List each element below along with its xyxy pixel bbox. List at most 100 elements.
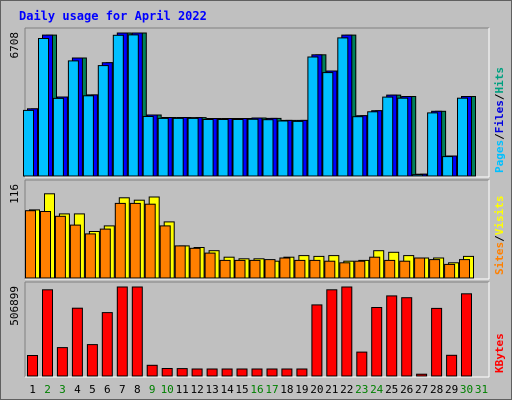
bar-sites-11 xyxy=(174,245,186,279)
bar-kbytes-6 xyxy=(101,312,113,377)
bar-sites-15 xyxy=(234,259,246,279)
bar-kbytes-2 xyxy=(42,289,53,377)
legend-entry: KBytes xyxy=(493,333,506,373)
x-tick-label: 4 xyxy=(74,383,81,396)
bar-pages-15 xyxy=(232,119,244,177)
bar-kbytes-14 xyxy=(221,368,233,377)
x-tick-label: 3 xyxy=(59,383,66,396)
bar-kbytes-15 xyxy=(236,368,248,377)
bar-sites-30 xyxy=(459,259,470,279)
bar-pages-5 xyxy=(82,95,94,177)
bar-kbytes-17 xyxy=(266,368,278,377)
bar-kbytes-11 xyxy=(176,368,188,377)
bar-pages-21 xyxy=(322,72,334,177)
bar-kbytes-4 xyxy=(71,307,83,377)
bar-sites-17 xyxy=(264,259,276,279)
bar-pages-14 xyxy=(217,119,229,177)
bar-pages-1 xyxy=(23,109,34,177)
bar-kbytes-18 xyxy=(281,368,293,377)
bar-sites-25 xyxy=(384,259,396,279)
x-tick-label: 6 xyxy=(104,383,111,396)
bar-pages-7 xyxy=(112,34,124,177)
chart-panels: 6708Pages/Files/Hits116Sites/Visits50689… xyxy=(8,27,506,378)
bar-kbytes-5 xyxy=(86,344,98,377)
bar-pages-28 xyxy=(427,112,439,177)
bar-kbytes-10 xyxy=(161,368,173,377)
bar-sites-27 xyxy=(414,257,426,279)
legend-entry: / xyxy=(493,93,506,100)
bar-sites-8 xyxy=(129,202,141,279)
bar-sites-29 xyxy=(444,263,456,279)
bar-sites-21 xyxy=(324,260,336,279)
x-tick-label: 15 xyxy=(235,383,248,396)
bar-kbytes-20 xyxy=(311,304,323,377)
bar-sites-2 xyxy=(40,211,51,279)
x-tick-label: 31 xyxy=(475,383,488,396)
bar-pages-3 xyxy=(52,97,64,177)
x-tick-label: 25 xyxy=(385,383,398,396)
panel-kbytes: 506899 KBytes xyxy=(8,281,506,378)
bar-sites-28 xyxy=(429,259,441,279)
bar-kbytes-21 xyxy=(326,289,338,377)
x-tick-label: 23 xyxy=(355,383,368,396)
bar-pages-23 xyxy=(352,116,364,177)
x-tick-label: 2 xyxy=(44,383,51,396)
bar-sites-12 xyxy=(189,247,201,279)
bar-pages-9 xyxy=(142,116,154,177)
x-tick-label: 20 xyxy=(310,383,323,396)
bar-kbytes-26 xyxy=(401,297,413,377)
x-tick-label: 26 xyxy=(400,383,413,396)
bar-sites-7 xyxy=(114,202,126,279)
x-tick-label: 19 xyxy=(295,383,308,396)
bar-kbytes-13 xyxy=(206,368,218,377)
legend-entry: Hits xyxy=(493,67,506,94)
bar-sites-22 xyxy=(339,262,351,279)
legend-entry: / xyxy=(493,235,506,242)
bar-pages-22 xyxy=(337,37,349,177)
bar-pages-27 xyxy=(412,174,424,177)
x-tick-label: 1 xyxy=(29,383,36,396)
bar-sites-10 xyxy=(159,225,171,279)
legend-entry: Visits xyxy=(493,196,506,236)
panel-legend: KBytes xyxy=(493,333,506,373)
bar-kbytes-9 xyxy=(146,364,158,377)
bar-sites-20 xyxy=(309,259,321,279)
bar-sites-6 xyxy=(99,228,111,279)
y-max-label: 116 xyxy=(8,184,21,204)
x-axis-tick-labels: 1 2 3 4 5 6 7 8 9 10 11 12 13 14 15 16 17 18 19 20 21 22 23 24 2… xyxy=(29,383,488,396)
bar-sites-14 xyxy=(219,259,231,279)
bar-pages-12 xyxy=(187,117,199,177)
x-tick-label: 9 xyxy=(149,383,156,396)
x-tick-label: 24 xyxy=(370,383,384,396)
bar-pages-6 xyxy=(97,65,109,177)
legend-entry: / xyxy=(493,133,506,140)
bar-kbytes-23 xyxy=(356,351,368,377)
bar-sites-24 xyxy=(369,256,381,279)
legend-entry: Files xyxy=(493,100,506,133)
bar-pages-18 xyxy=(277,120,289,177)
panel-legend: Pages/Files/Hits xyxy=(493,67,506,173)
bar-pages-24 xyxy=(367,111,379,177)
legend-entry: Sites xyxy=(493,242,506,275)
chart-title: Daily usage for April 2022 xyxy=(19,9,207,23)
x-tick-label: 13 xyxy=(205,383,218,396)
bar-kbytes-19 xyxy=(296,368,308,377)
bar-kbytes-30 xyxy=(461,293,472,377)
bar-sites-23 xyxy=(354,260,366,279)
bar-sites-5 xyxy=(84,233,96,279)
panel-hits-files-pages: 6708 Pages/Files/Hits xyxy=(8,27,506,178)
bar-pages-11 xyxy=(172,117,184,177)
bar-kbytes-28 xyxy=(431,307,443,377)
bar-pages-30 xyxy=(457,97,468,177)
x-tick-label: 7 xyxy=(119,383,126,396)
bar-sites-3 xyxy=(54,215,66,279)
x-tick-label: 18 xyxy=(280,383,293,396)
x-tick-label: 27 xyxy=(415,383,428,396)
bar-sites-18 xyxy=(279,257,291,279)
y-max-label: 6708 xyxy=(8,32,21,59)
bar-pages-2 xyxy=(38,38,49,177)
bar-kbytes-24 xyxy=(371,307,383,377)
x-tick-label: 10 xyxy=(161,383,174,396)
x-tick-label: 5 xyxy=(89,383,96,396)
bar-pages-20 xyxy=(307,56,319,177)
